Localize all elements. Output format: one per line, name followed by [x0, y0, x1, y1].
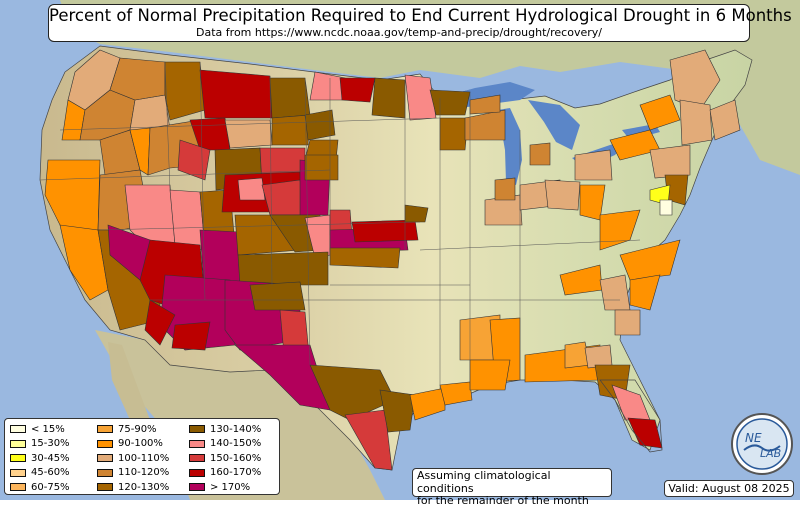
- legend-swatch: [189, 425, 205, 434]
- legend-swatch: [189, 439, 205, 448]
- legend-item: > 170%: [189, 480, 261, 495]
- legend-label: 60-75%: [31, 481, 70, 493]
- legend-swatch: [189, 468, 205, 477]
- assumption-line-1: Assuming climatological conditions: [417, 469, 551, 495]
- state-borders: [39, 61, 641, 390]
- legend-item: 140-150%: [189, 437, 261, 452]
- legend-item: 30-45%: [10, 451, 70, 466]
- title-box: Percent of Normal Precipitation Required…: [48, 4, 792, 42]
- legend-item: 90-100%: [97, 437, 169, 452]
- assumption-line-2: for the remainder of the month: [417, 494, 589, 507]
- legend-item: 100-110%: [97, 451, 169, 466]
- legend-item: 60-75%: [10, 480, 70, 495]
- canada-land: [60, 0, 800, 175]
- legend-swatch: [10, 425, 26, 434]
- legend-item: 45-60%: [10, 466, 70, 481]
- legend-item: 120-130%: [97, 480, 169, 495]
- legend: < 15% 15-30% 30-45% 45-60% 60-75% 75-90%…: [4, 418, 280, 495]
- logo-text-2: LAB: [760, 447, 781, 460]
- nevada-climate-lab-logo: NE LAB: [731, 413, 793, 475]
- legend-label: 90-100%: [118, 438, 163, 450]
- legend-swatch: [189, 483, 205, 492]
- legend-swatch: [97, 483, 113, 492]
- legend-swatch: [10, 483, 26, 492]
- legend-item: 160-170%: [189, 466, 261, 481]
- legend-label: 140-150%: [210, 438, 262, 450]
- legend-label: 160-170%: [210, 467, 262, 479]
- legend-label: 75-90%: [118, 423, 157, 435]
- valid-date: Valid: August 08 2025: [664, 480, 794, 497]
- legend-label: 15-30%: [31, 438, 70, 450]
- legend-swatch: [97, 425, 113, 434]
- assumption-note: Assuming climatological conditions for t…: [412, 468, 612, 507]
- legend-item: < 15%: [10, 422, 70, 437]
- map-title: Percent of Normal Precipitation Required…: [49, 6, 792, 25]
- lake-huron: [528, 100, 580, 150]
- legend-label: 100-110%: [118, 452, 170, 464]
- legend-item: 110-120%: [97, 466, 169, 481]
- legend-swatch: [97, 468, 113, 477]
- legend-label: < 15%: [31, 423, 65, 435]
- legend-item: 130-140%: [189, 422, 261, 437]
- legend-label: > 170%: [210, 481, 251, 493]
- legend-label: 120-130%: [118, 481, 170, 493]
- legend-label: 30-45%: [31, 452, 70, 464]
- legend-item: 15-30%: [10, 437, 70, 452]
- legend-swatch: [10, 468, 26, 477]
- legend-label: 45-60%: [31, 467, 70, 479]
- legend-item: 75-90%: [97, 422, 169, 437]
- legend-swatch: [189, 454, 205, 463]
- logo-text-1: NE: [745, 431, 762, 445]
- legend-swatch: [10, 439, 26, 448]
- legend-label: 130-140%: [210, 423, 262, 435]
- florida-peninsula: [599, 379, 663, 453]
- map-subtitle: Data from https://www.ncdc.noaa.gov/temp…: [196, 26, 602, 39]
- legend-swatch: [97, 454, 113, 463]
- legend-label: 150-160%: [210, 452, 262, 464]
- legend-label: 110-120%: [118, 467, 170, 479]
- legend-swatch: [97, 439, 113, 448]
- legend-item: 150-160%: [189, 451, 261, 466]
- mexico-land: [95, 330, 385, 500]
- legend-swatch: [10, 454, 26, 463]
- drought-regions: [44, 49, 741, 471]
